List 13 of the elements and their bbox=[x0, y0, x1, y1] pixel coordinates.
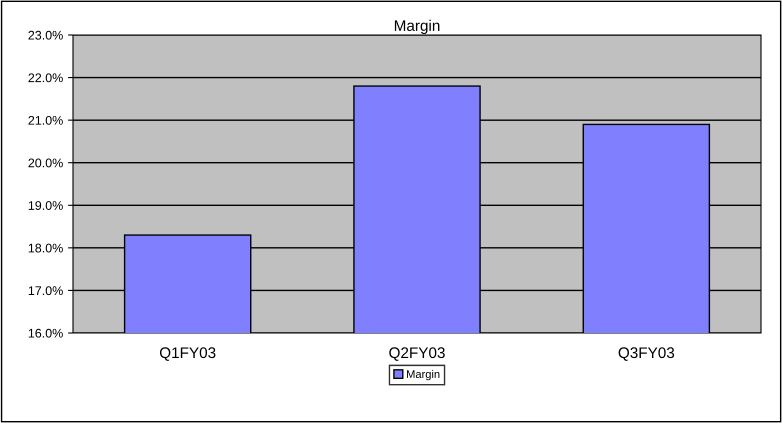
y-tick-label: 19.0% bbox=[28, 201, 63, 210]
x-tick-label: Q2FY03 bbox=[389, 347, 445, 361]
legend-label: Margin bbox=[407, 370, 440, 380]
y-tick-label: 20.0% bbox=[28, 158, 63, 168]
chart-title: Margin bbox=[394, 20, 440, 34]
x-tick-label: Q3FY03 bbox=[618, 347, 674, 361]
y-tick-label: 18.0% bbox=[28, 244, 63, 253]
y-tick-label: 23.0% bbox=[28, 30, 63, 40]
y-tick-label: 17.0% bbox=[28, 286, 63, 296]
y-tick-label: 22.0% bbox=[28, 73, 63, 82]
x-tick-label: Q1FY03 bbox=[160, 347, 216, 361]
y-tick-label: 21.0% bbox=[28, 116, 63, 125]
y-tick-label: 16.0% bbox=[28, 328, 63, 338]
